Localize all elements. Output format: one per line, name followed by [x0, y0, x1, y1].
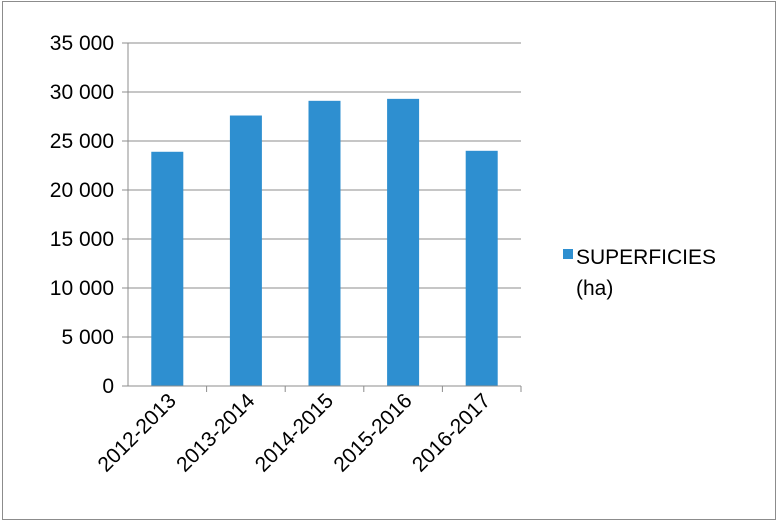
axes — [122, 42, 522, 392]
bars — [151, 98, 498, 387]
x-tick-label: 2016-2017 — [408, 389, 495, 476]
bar-2016-2017 — [465, 150, 498, 386]
legend-label-line-2: (ha) — [576, 277, 613, 300]
y-tick-label: 25 000 — [50, 130, 114, 153]
legend-label-line-1: SUPERFICIES — [576, 246, 716, 269]
y-tick-labels: 0 5 000 10 000 15 000 20 000 25 000 30 000 35 0… — [50, 32, 114, 398]
bar-2012-2013 — [151, 151, 184, 386]
legend: SUPERFICIES (ha) — [563, 246, 716, 300]
bar-2014-2015 — [308, 100, 341, 386]
bar-chart: 0 5 000 10 000 15 000 20 000 25 000 30 000 35 0… — [50, 32, 716, 477]
x-tick-label: 2015-2016 — [329, 389, 416, 476]
y-tick-label: 5 000 — [61, 326, 114, 349]
legend-swatch — [563, 249, 573, 259]
y-tick-label: 10 000 — [50, 277, 114, 300]
x-tick-label: 2014-2015 — [251, 389, 338, 476]
bar-2013-2014 — [229, 115, 262, 387]
y-tick-label: 15 000 — [50, 228, 114, 251]
y-tick-label: 35 000 — [50, 32, 114, 55]
y-tick-label: 20 000 — [50, 179, 114, 202]
y-tick-label: 30 000 — [50, 81, 114, 104]
x-tick-label: 2012-2013 — [94, 389, 181, 476]
bar-2015-2016 — [387, 98, 420, 387]
y-tick-label: 0 — [102, 375, 114, 398]
x-tick-labels: 2012-20132013-20142014-20152015-20162016… — [94, 389, 496, 477]
x-tick-label: 2013-2014 — [172, 389, 260, 477]
